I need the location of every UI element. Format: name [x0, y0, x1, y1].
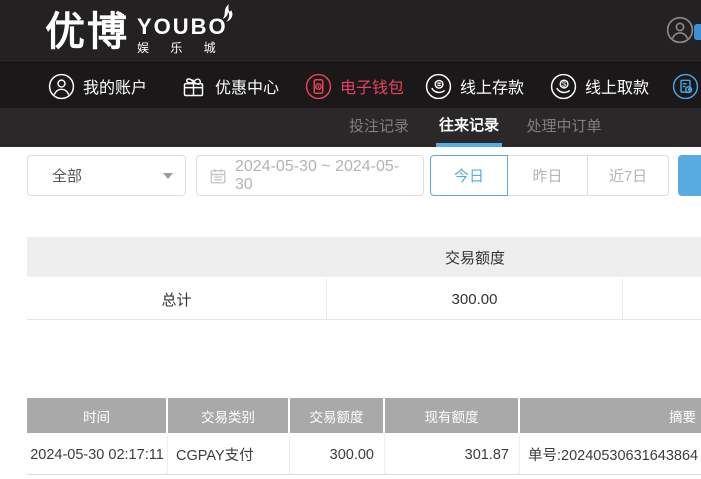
- type-select-value: 全部: [52, 168, 83, 185]
- deposit-icon: [425, 73, 452, 99]
- chevron-down-icon: [163, 172, 173, 179]
- records-table-header: 时间 交易类别 交易额度 现有额度 摘要: [27, 398, 701, 433]
- col-header-type: 交易类别: [168, 398, 290, 433]
- nav-label: 线上取款: [585, 80, 650, 97]
- cell-time: 2024-05-30 02:17:11: [27, 435, 168, 474]
- query-button[interactable]: [678, 155, 701, 196]
- edge-badge[interactable]: [694, 24, 701, 40]
- nav-label: 优惠中心: [215, 80, 280, 97]
- records-icon: [672, 73, 699, 99]
- tab-bet-records[interactable]: 投注记录: [348, 118, 409, 135]
- nav-item-deposit[interactable]: 线上存款: [425, 63, 524, 109]
- col-header-time: 时间: [27, 398, 168, 433]
- date-range-value: 2024-05-30 ~ 2024-05-30: [235, 157, 400, 193]
- ewallet-icon: [305, 73, 332, 99]
- logo-cn-text: 优博: [45, 10, 129, 54]
- account-icon: [48, 73, 75, 99]
- brand-header: 优博 YOUBO 娱 乐 城: [0, 0, 701, 62]
- last7days-button[interactable]: 近7日: [588, 155, 669, 196]
- nav-item-withdraw[interactable]: $ 线上取款: [550, 63, 649, 109]
- summary-header-empty: [27, 237, 327, 277]
- tab-pending-orders[interactable]: 处理中订单: [526, 118, 602, 135]
- summary-header-amount: 交易额度: [444, 249, 505, 267]
- type-select[interactable]: 全部: [27, 155, 186, 196]
- summary-total-amount: 300.00: [327, 279, 623, 319]
- records-table: 时间 交易类别 交易额度 现有额度 摘要 2024-05-30 02:17:11…: [27, 398, 701, 475]
- nav-item-promotions[interactable]: 优惠中心: [180, 63, 279, 109]
- col-header-amount: 交易额度: [290, 398, 385, 433]
- today-button[interactable]: 今日: [430, 155, 508, 196]
- col-header-balance: 现有额度: [385, 398, 520, 433]
- cell-type: CGPAY支付: [168, 435, 290, 474]
- nav-label: 线上存款: [460, 80, 525, 97]
- nav-item-account[interactable]: 我的账户: [48, 63, 147, 109]
- main-nav: 我的账户 优惠中心 电子钱包 线上存款 $ 线上取款: [0, 62, 701, 108]
- table-row: 2024-05-30 02:17:11 CGPAY支付 300.00 301.8…: [27, 435, 701, 475]
- logo-sub-text: 娱 乐 城: [137, 41, 225, 55]
- date-range-input[interactable]: 2024-05-30 ~ 2024-05-30: [196, 155, 424, 196]
- nav-label: 我的账户: [83, 80, 148, 97]
- record-tabs: 投注记录 往来记录 处理中订单: [0, 108, 701, 147]
- nav-item-records[interactable]: [672, 63, 699, 109]
- summary-table: 交易额度 总计 300.00: [27, 237, 701, 320]
- cell-summary: 单号:20240530631643864: [528, 448, 699, 464]
- flame-icon: [216, 3, 236, 33]
- user-avatar-icon[interactable]: [666, 16, 694, 44]
- summary-total-clipped: [623, 279, 701, 319]
- tab-transaction-records[interactable]: 往来记录: [436, 108, 502, 147]
- site-logo[interactable]: 优博 YOUBO 娱 乐 城: [45, 3, 233, 57]
- withdraw-icon: $: [550, 73, 577, 99]
- logo-en-text: YOUBO: [137, 14, 228, 39]
- filter-bar: 全部 2024-05-30 ~ 2024-05-30 今日 昨日 近7日: [0, 155, 701, 196]
- cell-amount: 300.00: [290, 435, 385, 474]
- summary-total-row: 总计 300.00: [27, 279, 701, 320]
- cell-balance: 301.87: [385, 435, 520, 474]
- nav-label: 电子钱包: [340, 80, 405, 97]
- summary-table-header: 交易额度: [27, 237, 701, 277]
- summary-total-label: 总计: [27, 279, 327, 319]
- col-header-summary: 摘要: [520, 398, 701, 433]
- calendar-icon: [210, 168, 226, 183]
- yesterday-button[interactable]: 昨日: [508, 155, 588, 196]
- svg-text:$: $: [562, 79, 566, 88]
- promotions-icon: [183, 77, 204, 96]
- nav-item-ewallet[interactable]: 电子钱包: [305, 63, 404, 109]
- summary-header-clipped: [623, 237, 701, 277]
- quick-range-group: 今日 昨日 近7日: [430, 155, 669, 196]
